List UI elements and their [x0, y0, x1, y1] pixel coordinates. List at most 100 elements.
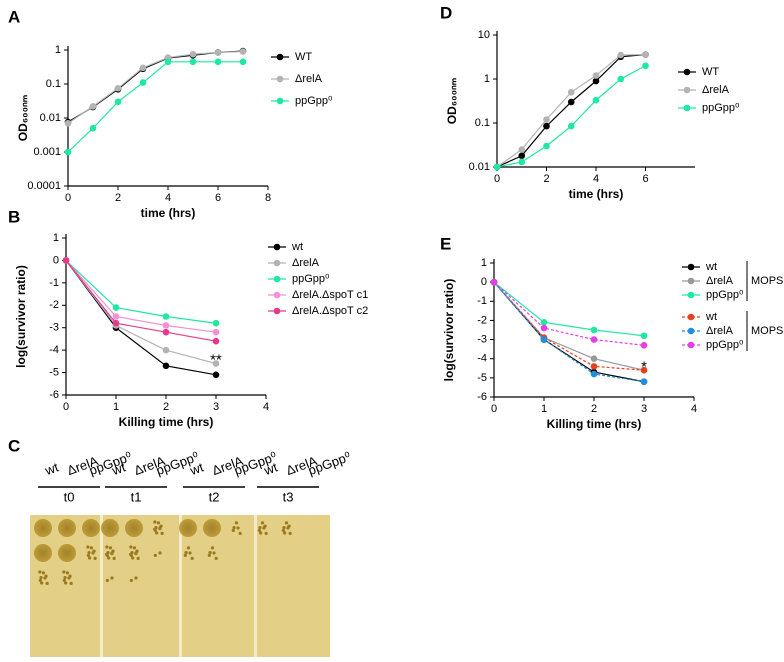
colony — [111, 549, 115, 553]
colony — [40, 581, 44, 585]
data-point — [89, 103, 97, 110]
colony — [234, 521, 239, 525]
colony — [263, 524, 267, 528]
legend-label: ΔrelA — [292, 257, 320, 269]
x-tick-label: 1 — [113, 401, 119, 413]
y-axis-label: log(survivor ratio) — [442, 279, 456, 382]
colony — [86, 545, 90, 549]
y-tick-label: 0 — [53, 254, 59, 266]
data-point — [239, 58, 247, 66]
series-line — [493, 281, 645, 337]
data-point — [518, 152, 526, 160]
x-tick-label: 2 — [163, 401, 169, 413]
data-point — [617, 51, 625, 59]
colony — [287, 524, 291, 528]
legend-marker — [273, 259, 281, 267]
x-tick-label: 1 — [541, 403, 547, 415]
colony — [184, 551, 188, 555]
x-tick-label: 0 — [65, 192, 71, 204]
series-line — [65, 260, 217, 342]
legend-label: ΔrelA.ΔspoT c1 — [292, 289, 368, 301]
y-tick-label: -2 — [477, 314, 487, 326]
colony — [210, 546, 215, 550]
legend-label: WT — [295, 51, 312, 63]
data-point — [640, 378, 648, 385]
data-point — [162, 313, 170, 320]
x-tick-label: 0 — [63, 401, 69, 413]
legend-label: wt — [291, 241, 303, 253]
colony — [258, 526, 262, 530]
colony — [155, 531, 159, 535]
colony — [112, 556, 116, 560]
data-point — [112, 319, 120, 327]
data-point — [212, 371, 220, 379]
x-tick-label: 0 — [491, 403, 497, 415]
data-point — [112, 313, 120, 320]
data-point — [617, 75, 625, 83]
x-tick-label: 8 — [265, 192, 271, 204]
data-point — [590, 326, 598, 334]
plate-spot — [203, 519, 221, 537]
legend-label: ppGpp⁰ — [706, 339, 744, 351]
series-line — [493, 281, 645, 346]
data-point — [162, 362, 170, 370]
data-point — [490, 278, 498, 286]
plate-divider — [100, 515, 103, 657]
data-point — [139, 64, 147, 72]
plate-divider — [179, 515, 182, 657]
colony — [212, 551, 216, 555]
x-tick-label: 2 — [591, 403, 597, 415]
colony — [260, 521, 265, 525]
y-tick-label: 0.001 — [33, 146, 61, 158]
legend-marker — [683, 104, 691, 112]
colony — [110, 576, 114, 580]
x-axis-label: Killing time (hrs) — [547, 417, 642, 431]
legend-marker — [276, 75, 284, 83]
data-point — [540, 336, 548, 343]
data-point — [212, 337, 220, 345]
data-point — [567, 98, 575, 106]
y-tick-label: -5 — [49, 366, 59, 378]
data-point — [114, 98, 122, 106]
data-point — [540, 324, 548, 332]
x-axis-label: time (hrs) — [569, 187, 624, 201]
annotation: ** — [210, 351, 222, 368]
y-tick-label: 1 — [481, 257, 487, 269]
timepoint-label: t2 — [209, 489, 220, 504]
data-point — [590, 370, 598, 378]
colony — [39, 576, 43, 580]
y-tick-label: 0.1 — [46, 78, 61, 90]
data-point — [518, 146, 526, 153]
colony — [159, 524, 163, 528]
legend-marker — [276, 53, 284, 61]
colony — [231, 528, 235, 533]
legend-group-label: MOPSr — [751, 325, 784, 337]
colony — [89, 546, 94, 550]
data-point — [543, 122, 550, 130]
colony — [153, 527, 157, 531]
legend-label: ppGpp⁰ — [702, 102, 740, 114]
data-point — [114, 84, 122, 92]
colony — [190, 556, 194, 560]
colony — [288, 531, 292, 535]
colony — [158, 527, 162, 531]
y-axis-label: log(survivor ratio) — [14, 265, 28, 368]
colony — [105, 578, 109, 583]
colony — [136, 556, 140, 560]
colony — [232, 526, 236, 530]
series-line — [493, 281, 645, 383]
y-tick-label: 1 — [55, 44, 61, 56]
colony — [135, 549, 139, 553]
data-point — [592, 96, 600, 104]
legend-marker — [687, 291, 695, 299]
data-point — [640, 366, 648, 374]
colony — [153, 553, 157, 558]
legend-marker — [683, 68, 691, 76]
data-point — [590, 363, 598, 370]
x-tick-label: 0 — [494, 173, 500, 185]
data-point — [592, 72, 600, 79]
y-tick-label: -4 — [477, 353, 487, 365]
x-tick-label: 4 — [691, 403, 697, 415]
colony — [129, 552, 133, 556]
